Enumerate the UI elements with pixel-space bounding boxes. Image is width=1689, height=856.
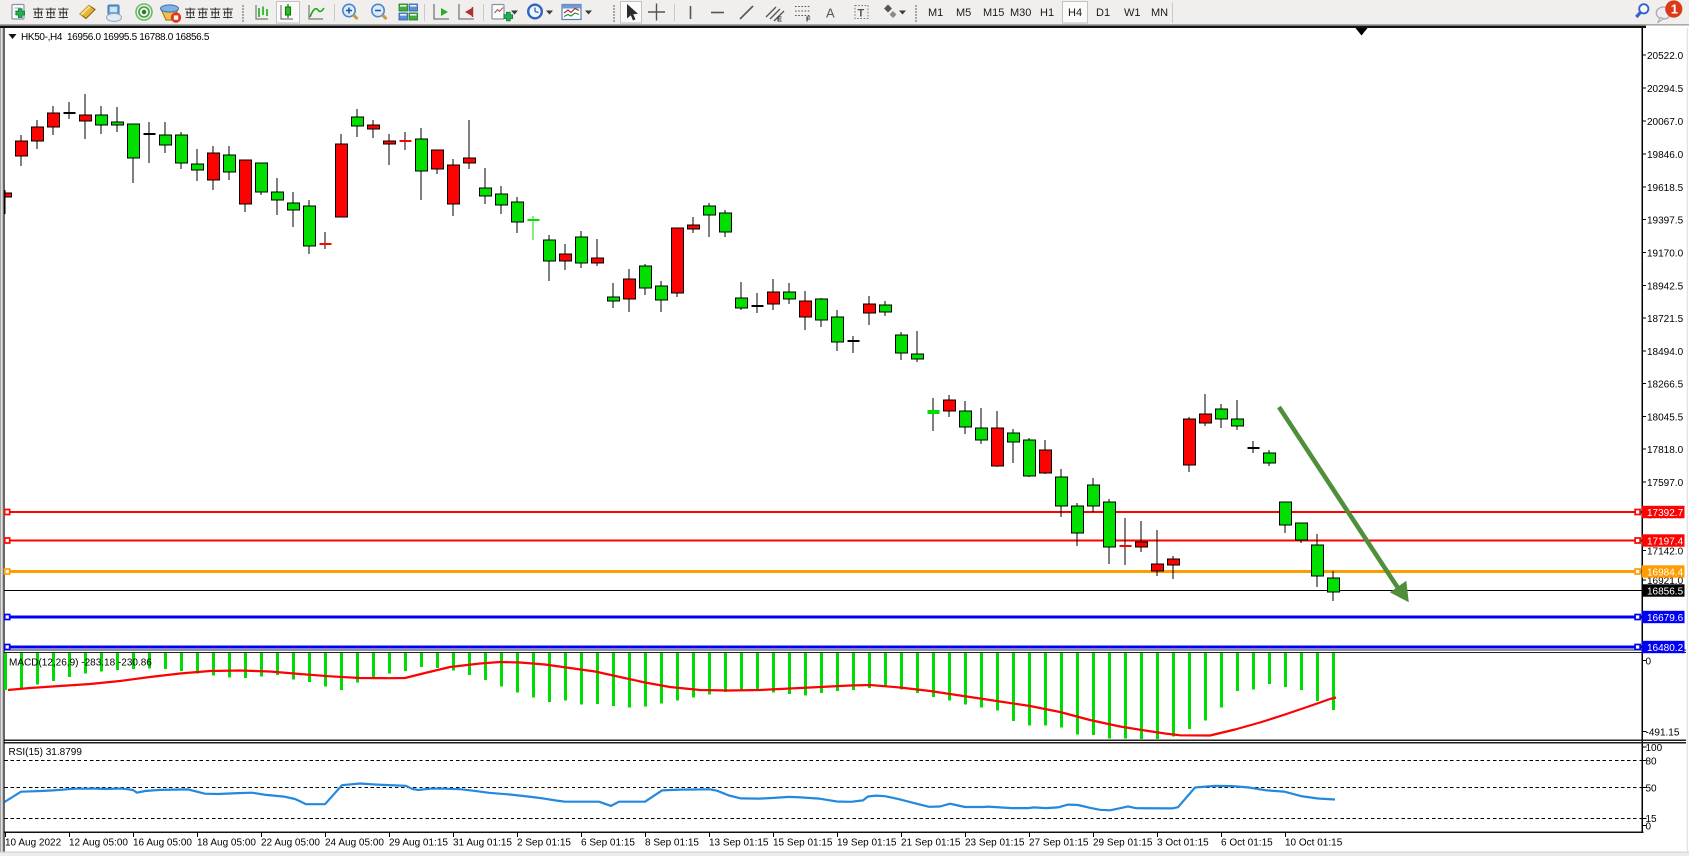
svg-text:19170.0: 19170.0 (1647, 248, 1684, 259)
svg-text:6 Oct 01:15: 6 Oct 01:15 (1221, 838, 1273, 849)
svg-text:MN: MN (1151, 7, 1168, 19)
svg-text:16856.5: 16856.5 (1647, 586, 1684, 597)
svg-text:10 Oct 01:15: 10 Oct 01:15 (1285, 838, 1343, 849)
svg-text:T: T (858, 8, 865, 20)
svg-text:16 Aug 05:00: 16 Aug 05:00 (133, 838, 192, 849)
svg-text:22 Aug 05:00: 22 Aug 05:00 (261, 838, 320, 849)
svg-text:M15: M15 (983, 7, 1004, 19)
svg-text:20067.0: 20067.0 (1647, 117, 1684, 128)
svg-text:MACD(12,26,9) -283.18 -230.86: MACD(12,26,9) -283.18 -230.86 (9, 658, 152, 669)
svg-text:0: 0 (1646, 656, 1652, 667)
svg-text:18494.0: 18494.0 (1647, 347, 1684, 358)
svg-text:19 Sep 01:15: 19 Sep 01:15 (837, 838, 897, 849)
svg-text:E: E (777, 15, 782, 24)
svg-text:HK50-,H4 16956.0 16995.5 1678: HK50-,H4 16956.0 16995.5 16788.0 16856.5 (21, 32, 210, 43)
svg-text:H1: H1 (1040, 7, 1054, 19)
svg-text:18 Aug 05:00: 18 Aug 05:00 (197, 838, 256, 849)
svg-text:16679.6: 16679.6 (1647, 613, 1684, 624)
svg-text:1: 1 (1671, 2, 1678, 17)
svg-text:17197.4: 17197.4 (1647, 536, 1684, 547)
svg-text:17369.5: 17369.5 (1647, 510, 1684, 521)
svg-text:21 Sep 01:15: 21 Sep 01:15 (901, 838, 961, 849)
svg-text:M5: M5 (956, 7, 971, 19)
svg-text:17142.0: 17142.0 (1647, 546, 1684, 557)
svg-text:17597.0: 17597.0 (1647, 478, 1684, 489)
svg-text:W1: W1 (1124, 7, 1141, 19)
svg-text:M1: M1 (928, 7, 943, 19)
svg-text:15: 15 (1646, 814, 1658, 825)
svg-text:19397.5: 19397.5 (1647, 215, 1684, 226)
svg-text:2 Sep 01:15: 2 Sep 01:15 (517, 838, 571, 849)
svg-text:24 Aug 05:00: 24 Aug 05:00 (325, 838, 384, 849)
svg-text:18942.5: 18942.5 (1647, 281, 1684, 292)
svg-text:31 Aug 01:15: 31 Aug 01:15 (453, 838, 512, 849)
svg-text:16984.4: 16984.4 (1647, 567, 1684, 578)
svg-text:15 Sep 01:15: 15 Sep 01:15 (773, 838, 833, 849)
svg-text:100: 100 (1646, 743, 1663, 754)
svg-text:8 Sep 01:15: 8 Sep 01:15 (645, 838, 699, 849)
svg-text:29 Sep 01:15: 29 Sep 01:15 (1093, 838, 1153, 849)
svg-text:M30: M30 (1010, 7, 1031, 19)
svg-text:19846.0: 19846.0 (1647, 150, 1684, 161)
svg-text:A: A (826, 6, 835, 21)
svg-text:16921.0: 16921.0 (1647, 576, 1684, 587)
svg-text:13 Sep 01:15: 13 Sep 01:15 (709, 838, 769, 849)
svg-text:23 Sep 01:15: 23 Sep 01:15 (965, 838, 1025, 849)
svg-text:50: 50 (1646, 783, 1658, 794)
svg-text:RSI(15) 31.8799: RSI(15) 31.8799 (9, 747, 83, 758)
svg-text:18045.5: 18045.5 (1647, 412, 1684, 423)
svg-text:3 Oct 01:15: 3 Oct 01:15 (1157, 838, 1209, 849)
svg-text:H4: H4 (1068, 7, 1082, 19)
svg-text:18721.5: 18721.5 (1647, 314, 1684, 325)
svg-text:17392.7: 17392.7 (1647, 508, 1684, 519)
svg-text:0: 0 (1646, 821, 1652, 832)
svg-text:-491.15: -491.15 (1646, 727, 1680, 738)
svg-text:18266.5: 18266.5 (1647, 379, 1684, 390)
svg-text:29 Aug 01:15: 29 Aug 01:15 (389, 838, 448, 849)
svg-text:80: 80 (1646, 756, 1658, 767)
svg-text:F: F (806, 15, 811, 24)
svg-text:17818.0: 17818.0 (1647, 445, 1684, 456)
svg-text:10 Aug 2022: 10 Aug 2022 (5, 838, 62, 849)
svg-text:12 Aug 05:00: 12 Aug 05:00 (69, 838, 128, 849)
svg-text:16480.2: 16480.2 (1647, 643, 1684, 654)
svg-text:27 Sep 01:15: 27 Sep 01:15 (1029, 838, 1089, 849)
svg-text:19618.5: 19618.5 (1647, 183, 1684, 194)
svg-text:6 Sep 01:15: 6 Sep 01:15 (581, 838, 635, 849)
svg-text:20294.5: 20294.5 (1647, 84, 1684, 95)
svg-text:20522.0: 20522.0 (1647, 51, 1684, 62)
svg-text:D1: D1 (1096, 7, 1110, 19)
